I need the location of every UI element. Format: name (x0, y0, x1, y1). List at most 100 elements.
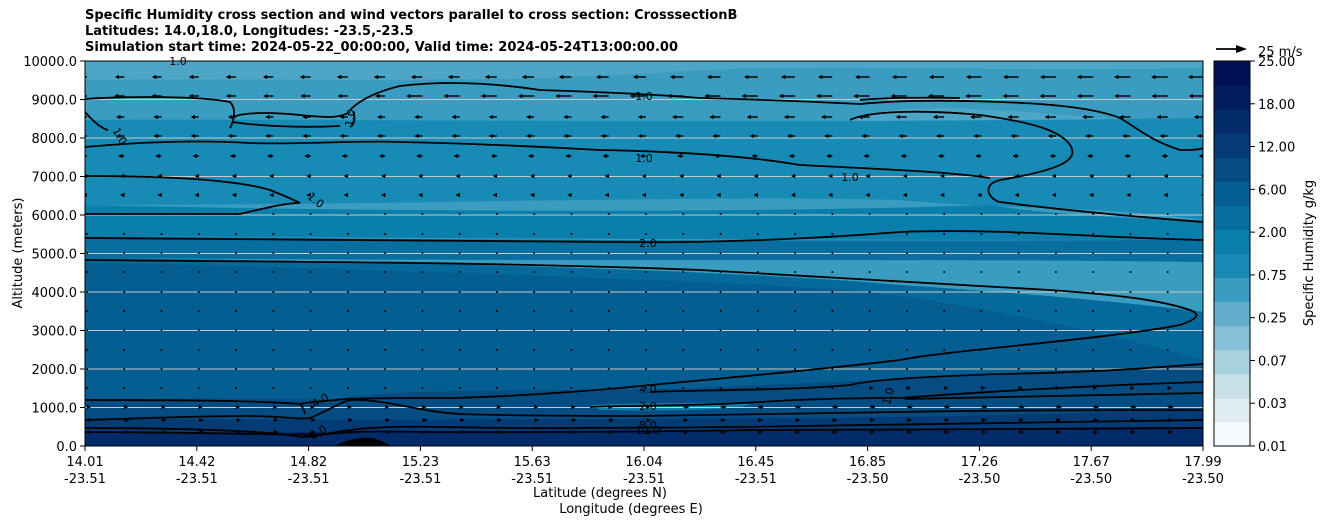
contour-line (85, 427, 1203, 436)
wind-vector (831, 271, 834, 273)
wind-vector (794, 233, 797, 235)
wind-vector (235, 213, 238, 215)
wind-vector (607, 387, 610, 389)
wind-vector (272, 387, 275, 389)
wind-vector (1017, 252, 1020, 254)
wind-vector (86, 310, 88, 312)
wind-vector (794, 329, 797, 331)
x-tick-label-lon: -23.51 (176, 472, 218, 487)
wind-vector (980, 349, 983, 351)
wind-vector (1204, 349, 1206, 351)
wind-vector (756, 349, 759, 351)
wind-vector (160, 387, 163, 389)
x-tick-label-lon: -23.50 (1182, 472, 1224, 487)
wind-vector (160, 213, 163, 215)
wind-vector (346, 233, 349, 235)
colorbar-label: Specific Humidity g/kg (1302, 180, 1317, 326)
wind-vector (160, 310, 163, 312)
wind-vector (1129, 271, 1132, 273)
wind-vector (1204, 271, 1206, 273)
wind-vector (458, 310, 461, 312)
wind-vector (495, 213, 498, 215)
wind-vector (309, 233, 312, 235)
wind-vector (1166, 252, 1169, 254)
wind-vector (533, 310, 536, 312)
wind-vector (831, 387, 834, 389)
wind-vector (495, 271, 498, 273)
wind-vector (421, 310, 424, 312)
contour-line (85, 111, 109, 131)
x-tick-label-lon: -23.51 (288, 472, 330, 487)
wind-vector (719, 368, 722, 370)
wind-vector (756, 271, 759, 273)
wind-vector (235, 233, 238, 235)
wind-vector (980, 329, 983, 331)
wind-vector (905, 271, 908, 273)
contour-line (85, 96, 235, 129)
x-tick-label-lat: 16.04 (625, 455, 662, 470)
wind-vector (346, 271, 349, 273)
y-tick-label: 2000.0 (32, 363, 78, 378)
wind-vector (645, 310, 647, 312)
wind-vector (235, 349, 238, 351)
wind-vector (756, 310, 759, 312)
x-tick-label-lat: 17.99 (1184, 455, 1221, 470)
chart-title: Specific Humidity cross section and wind… (85, 8, 737, 56)
wind-vector (1166, 233, 1169, 235)
colorbar-tick-label: 0.07 (1258, 354, 1287, 369)
wind-vector (756, 252, 759, 254)
wind-vector (868, 271, 871, 273)
wind-vector (1054, 349, 1057, 351)
wind-vector (272, 252, 275, 254)
wind-vector (458, 213, 461, 215)
wind-vector (719, 310, 722, 312)
wind-vector (533, 213, 536, 215)
colorbar-band (1214, 85, 1250, 110)
x-axis: 14.01 -23.51 14.42 -23.51 14.82 -23.51 15.23 -2… (64, 446, 1224, 487)
wind-vector (197, 213, 200, 215)
wind-vector (868, 329, 871, 331)
wind-vector (495, 233, 498, 235)
wind-vector (645, 213, 647, 215)
y-axis-label: Altitude (meters) (11, 198, 26, 309)
wind-vector (905, 310, 908, 312)
y-tick-label: 7000.0 (32, 171, 78, 186)
wind-vector (831, 329, 834, 331)
wind-vector (831, 310, 834, 312)
wind-vector (1092, 213, 1095, 215)
wind-vector (905, 233, 908, 235)
wind-vector (570, 252, 573, 254)
wind-vector (682, 329, 685, 331)
x-axis-label-latitude: Latitude (degrees N) (533, 486, 667, 501)
colorbar: 0.01 0.03 0.07 0.25 0.75 2.00 6.00 12.00 18.00 25… (1213, 55, 1295, 455)
wind-vector (123, 291, 126, 293)
contour-label: 12.0 (636, 424, 661, 437)
wind-vector (756, 329, 759, 331)
wind-vector (943, 368, 946, 370)
wind-vector (719, 349, 722, 351)
wind-vector (794, 310, 797, 312)
wind-vector (458, 271, 461, 273)
wind-vector (533, 233, 536, 235)
wind-vector (980, 310, 983, 312)
wind-vector (1204, 252, 1206, 254)
wind-vector (756, 291, 759, 293)
wind-vector (123, 252, 126, 254)
wind-vector (570, 368, 573, 370)
wind-vector (1092, 233, 1095, 235)
wind-vector (1204, 368, 1206, 370)
contour-line (589, 381, 1203, 408)
reference-arrow-icon (1236, 45, 1247, 53)
colorbar-tick-label: 18.00 (1258, 98, 1295, 113)
wind-vector (1204, 213, 1206, 215)
wind-vector (197, 368, 200, 370)
wind-vector (197, 310, 200, 312)
wind-vector (682, 271, 685, 273)
wind-vector (421, 271, 424, 273)
wind-vector (1166, 368, 1169, 370)
wind-vector (1017, 271, 1020, 273)
x-tick-label-lon: -23.51 (511, 472, 553, 487)
wind-vector (384, 310, 387, 312)
wind-vector (682, 252, 685, 254)
wind-vector (756, 387, 759, 389)
